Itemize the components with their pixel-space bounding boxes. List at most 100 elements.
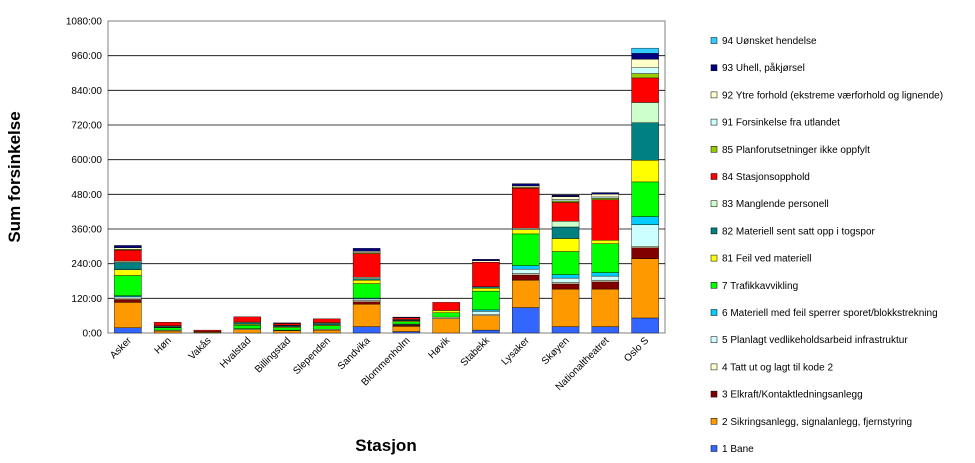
- legend-swatch: [710, 118, 718, 126]
- legend-label: 84 Stasjonsopphold: [722, 172, 810, 183]
- y-tick-labels: 0:00 120:00 240:00 360:00 480:00 600:00 720:00…: [66, 17, 103, 340]
- y-tick-label: 240:00: [71, 259, 102, 270]
- bar-segment: [591, 196, 620, 199]
- bar-segment: [631, 246, 659, 248]
- bar-segment: [233, 325, 261, 329]
- bar-segment: [631, 181, 659, 217]
- bar-segment: [392, 331, 421, 334]
- bar-segment: [114, 296, 142, 299]
- bar-segment: [631, 160, 659, 183]
- y-tick-label: 600:00: [71, 155, 102, 166]
- bar-segment: [591, 272, 620, 277]
- bars: [114, 47, 659, 334]
- legend-swatch: [710, 64, 718, 71]
- bar-segment: [512, 185, 540, 188]
- bar-segment: [313, 318, 341, 323]
- bar-segment: [114, 249, 142, 262]
- bar-segment: [472, 309, 500, 312]
- bar-segment: [551, 274, 580, 279]
- bar-segment: [352, 278, 381, 281]
- category-label: Billingstad: [253, 335, 293, 375]
- legend-label: 82 Materiell sent satt opp i togspor: [722, 226, 876, 237]
- y-tick-label: 840:00: [71, 86, 102, 97]
- bar-segment: [114, 302, 142, 328]
- bar-segment: [472, 311, 500, 315]
- bar-segment: [551, 326, 580, 334]
- legend-label: 94 Uønsket hendelse: [722, 36, 817, 47]
- legend-swatch: [710, 173, 718, 180]
- bar-segment: [432, 318, 460, 334]
- legend-swatch: [710, 37, 718, 44]
- legend-swatch: [710, 254, 718, 262]
- bar-segment: [512, 227, 540, 230]
- legend-swatch: [710, 336, 718, 343]
- category-label: Lysaker: [500, 335, 533, 368]
- bar-segment: [631, 258, 659, 319]
- category-labels: Asker Høn Vakås Hvalstad BillingstadSlepende…: [108, 335, 651, 393]
- bar-segment: [233, 316, 261, 323]
- bar-segment: [512, 233, 540, 266]
- bar-segment: [631, 224, 659, 247]
- y-tick-label: 0:00: [83, 329, 103, 340]
- bar-segment: [551, 199, 580, 202]
- bar-segment: [591, 198, 620, 201]
- bar-segment: [631, 317, 659, 334]
- legend-swatch: [710, 227, 718, 235]
- legend-label: 92 Ytre forhold (ekstreme værforhold og …: [722, 90, 943, 101]
- category-label: Skøyen: [540, 335, 572, 367]
- bar-segment: [512, 279, 540, 308]
- bar-segment: [551, 194, 580, 197]
- bar-segment: [432, 302, 460, 311]
- bar-segment: [472, 315, 500, 331]
- bar-segment: [591, 199, 620, 241]
- legend-label: 2 Sikringsanlegg, signalanlegg, fjernsty…: [722, 417, 912, 428]
- bar-segment: [114, 297, 142, 300]
- bar-segment: [114, 269, 142, 276]
- bar-segment: [352, 326, 381, 334]
- y-tick-label: 480:00: [71, 190, 102, 201]
- legend-swatch: [710, 390, 718, 398]
- bar-segment: [631, 122, 659, 161]
- bar-segment: [591, 193, 620, 198]
- category-label: Hvalstad: [218, 335, 253, 370]
- legend-swatch: [710, 91, 718, 99]
- bar-segment: [631, 77, 659, 103]
- bar-segment: [352, 248, 381, 252]
- category-label: Oslo S: [622, 335, 651, 364]
- legend-swatch: [710, 363, 718, 371]
- bar-segment: [273, 322, 301, 324]
- bar-segment: [233, 322, 261, 325]
- bar-segment: [114, 262, 142, 270]
- category-label: Slependen: [291, 335, 333, 377]
- bar-segment: [273, 330, 301, 334]
- bar-segment: [472, 329, 500, 334]
- bar-segment: [432, 310, 460, 313]
- category-label: Vakås: [186, 335, 214, 363]
- x-axis-title: Stasjon: [355, 436, 416, 455]
- bar-segment: [233, 329, 261, 334]
- bar-segment: [591, 288, 620, 327]
- bar-segment: [153, 327, 182, 331]
- bar-segment: [114, 327, 142, 334]
- bar-segment: [472, 314, 500, 316]
- bar-segment: [313, 329, 341, 334]
- bar-segment: [352, 298, 381, 301]
- legend-swatch: [710, 445, 718, 452]
- bar-segment: [551, 226, 580, 239]
- bar-segment: [352, 279, 381, 284]
- bar-segment: [512, 229, 540, 235]
- bar-segment: [512, 268, 540, 274]
- bar-segment: [352, 303, 381, 327]
- bar-segment: [631, 216, 659, 225]
- bar-segment: [352, 300, 381, 303]
- bar-segment: [114, 260, 142, 263]
- bar-segment: [153, 330, 182, 334]
- bar-segment: [631, 102, 659, 123]
- bar-segment: [114, 245, 142, 248]
- bar-segment: [273, 327, 301, 331]
- legend-swatch: [710, 200, 718, 207]
- bar-segment: [352, 301, 381, 305]
- bar-segment: [392, 317, 421, 320]
- bar-segment: [591, 192, 620, 195]
- bar-segment: [591, 281, 620, 290]
